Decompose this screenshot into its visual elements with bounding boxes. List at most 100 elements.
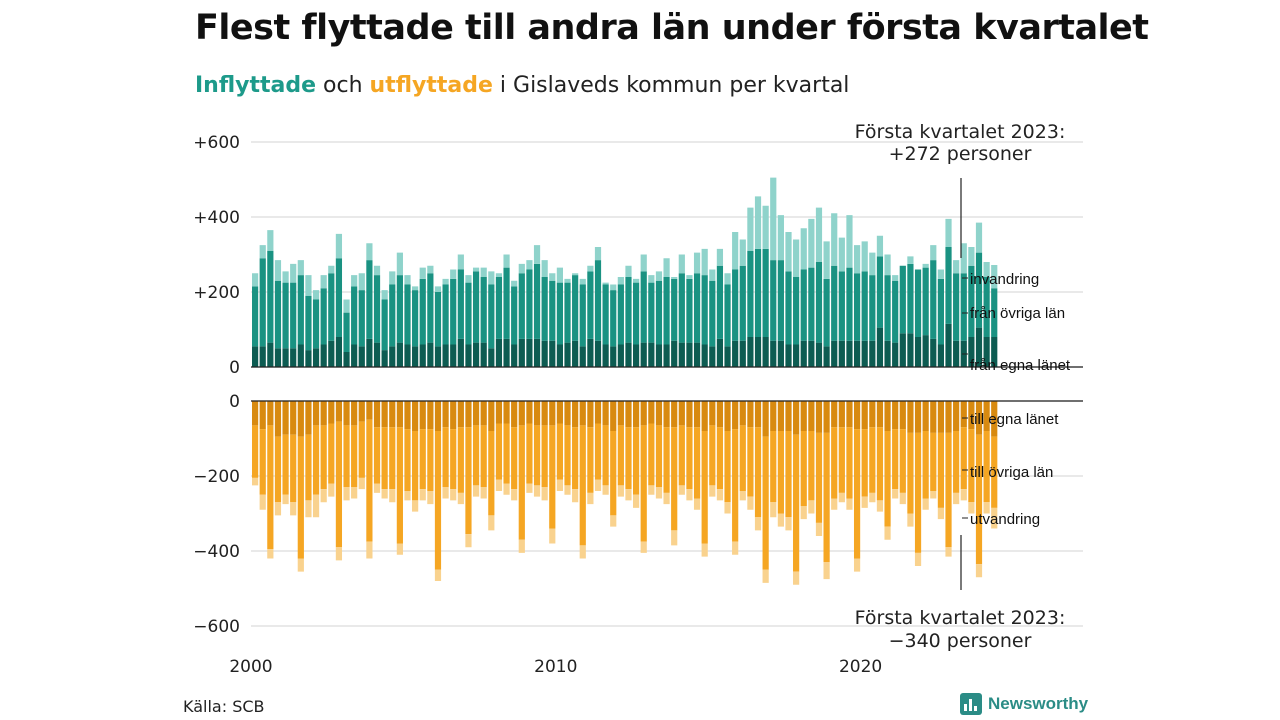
bar-out-utvandring-84 bbox=[892, 489, 899, 499]
bar-out-utvandring-58 bbox=[693, 498, 701, 510]
bar-out-egna-42 bbox=[572, 401, 579, 428]
bar-in-ovriga-45 bbox=[594, 260, 602, 341]
bar-out-egna-55 bbox=[671, 401, 678, 428]
source-label: Källa: SCB bbox=[183, 697, 265, 716]
bar-in-invandring-13 bbox=[351, 275, 358, 287]
bar-in-invandring-84 bbox=[892, 275, 899, 281]
bar-out-ovriga-53 bbox=[655, 425, 663, 488]
bar-out-ovriga-30 bbox=[480, 425, 487, 488]
outflow-bars bbox=[252, 401, 998, 585]
bar-in-invandring-55 bbox=[671, 277, 678, 279]
bar-in-egna-82 bbox=[876, 327, 884, 367]
bar-out-ovriga-68 bbox=[770, 431, 777, 503]
bar-in-invandring-46 bbox=[602, 282, 609, 285]
bar-out-egna-25 bbox=[442, 401, 449, 428]
bar-out-egna-14 bbox=[358, 401, 365, 422]
bar-out-utvandring-60 bbox=[709, 485, 716, 497]
bar-in-egna-64 bbox=[739, 340, 746, 367]
bar-out-utvandring-78 bbox=[846, 498, 853, 510]
bar-out-ovriga-26 bbox=[450, 429, 457, 490]
bar-in-ovriga-43 bbox=[579, 284, 586, 347]
bar-out-utvandring-59 bbox=[701, 543, 708, 557]
bar-out-utvandring-97 bbox=[991, 507, 998, 529]
bar-out-utvandring-13 bbox=[351, 487, 358, 499]
bar-in-egna-86 bbox=[907, 333, 914, 367]
bar-in-ovriga-47 bbox=[610, 290, 617, 347]
bar-out-ovriga-47 bbox=[610, 431, 617, 516]
bar-out-ovriga-70 bbox=[785, 431, 792, 518]
bar-in-ovriga-30 bbox=[480, 277, 487, 343]
bar-out-ovriga-67 bbox=[762, 436, 769, 570]
y-tick-upper-2: +200 bbox=[193, 283, 240, 303]
bar-in-ovriga-66 bbox=[754, 248, 762, 337]
bar-out-utvandring-86 bbox=[907, 513, 914, 527]
bar-out-ovriga-78 bbox=[846, 427, 853, 499]
bar-out-utvandring-17 bbox=[381, 489, 388, 499]
bar-in-invandring-71 bbox=[793, 239, 800, 277]
bar-out-egna-48 bbox=[617, 401, 624, 426]
bar-out-egna-65 bbox=[747, 401, 754, 428]
bar-in-ovriga-68 bbox=[770, 260, 777, 341]
bar-in-egna-96 bbox=[983, 337, 990, 367]
bar-out-utvandring-90 bbox=[937, 507, 944, 520]
bar-out-ovriga-45 bbox=[594, 423, 602, 480]
bar-out-egna-68 bbox=[770, 401, 777, 431]
bar-in-invandring-83 bbox=[884, 254, 891, 276]
bar-in-invandring-89 bbox=[930, 245, 937, 261]
label-fran-egna-lanet: från egna länet bbox=[970, 357, 1071, 374]
bar-out-ovriga-19 bbox=[396, 427, 403, 544]
bar-in-ovriga-77 bbox=[838, 271, 845, 341]
bar-out-utvandring-91 bbox=[945, 547, 952, 557]
bar-in-ovriga-5 bbox=[290, 282, 297, 349]
bar-in-invandring-64 bbox=[739, 239, 746, 266]
bar-out-utvandring-10 bbox=[328, 483, 335, 497]
bar-in-egna-62 bbox=[724, 346, 731, 367]
bar-in-egna-27 bbox=[457, 338, 464, 367]
bar-in-ovriga-10 bbox=[328, 273, 335, 341]
bar-in-ovriga-90 bbox=[937, 278, 944, 345]
bar-out-ovriga-91 bbox=[945, 432, 952, 548]
bar-out-egna-88 bbox=[922, 401, 929, 431]
bar-in-invandring-60 bbox=[709, 269, 716, 281]
bar-out-ovriga-84 bbox=[892, 429, 899, 490]
bar-in-invandring-38 bbox=[541, 260, 548, 277]
bar-in-invandring-0 bbox=[252, 273, 259, 287]
bar-in-ovriga-28 bbox=[465, 282, 472, 345]
bar-out-ovriga-80 bbox=[861, 429, 868, 497]
bar-out-utvandring-49 bbox=[625, 489, 632, 501]
bar-in-invandring-51 bbox=[640, 254, 647, 272]
bar-chart-icon bbox=[960, 693, 982, 715]
bar-out-utvandring-35 bbox=[518, 539, 525, 553]
bar-in-egna-2 bbox=[267, 342, 274, 367]
bar-in-egna-66 bbox=[754, 337, 762, 367]
bar-in-ovriga-1 bbox=[259, 258, 266, 347]
bar-in-invandring-91 bbox=[945, 218, 952, 247]
bar-out-utvandring-16 bbox=[373, 483, 381, 493]
bar-out-egna-60 bbox=[709, 401, 716, 426]
bar-out-egna-77 bbox=[838, 401, 845, 428]
subtitle-inflyttade: Inflyttade bbox=[195, 73, 317, 98]
bar-in-egna-45 bbox=[594, 340, 602, 367]
bar-in-invandring-90 bbox=[937, 269, 944, 279]
bar-out-utvandring-64 bbox=[739, 491, 746, 501]
bar-in-egna-20 bbox=[404, 344, 411, 367]
bar-out-ovriga-52 bbox=[648, 423, 655, 486]
bar-out-ovriga-73 bbox=[808, 431, 815, 501]
subtitle-connector: och bbox=[316, 73, 370, 98]
bar-in-invandring-29 bbox=[472, 267, 480, 272]
bar-in-invandring-31 bbox=[488, 271, 495, 285]
bar-in-invandring-48 bbox=[617, 277, 624, 285]
bar-in-egna-24 bbox=[434, 346, 442, 367]
inflow-bars bbox=[252, 177, 998, 367]
bar-out-egna-89 bbox=[930, 401, 937, 433]
bar-in-invandring-6 bbox=[297, 260, 304, 276]
bar-in-egna-70 bbox=[785, 344, 792, 367]
bar-out-utvandring-29 bbox=[472, 485, 480, 497]
bar-in-invandring-82 bbox=[876, 235, 884, 257]
bar-out-egna-45 bbox=[594, 401, 602, 424]
bar-in-egna-50 bbox=[633, 344, 640, 367]
bar-out-utvandring-88 bbox=[922, 498, 929, 510]
bar-in-ovriga-39 bbox=[549, 280, 556, 341]
bar-in-ovriga-48 bbox=[617, 284, 624, 345]
bar-in-invandring-32 bbox=[495, 273, 503, 277]
